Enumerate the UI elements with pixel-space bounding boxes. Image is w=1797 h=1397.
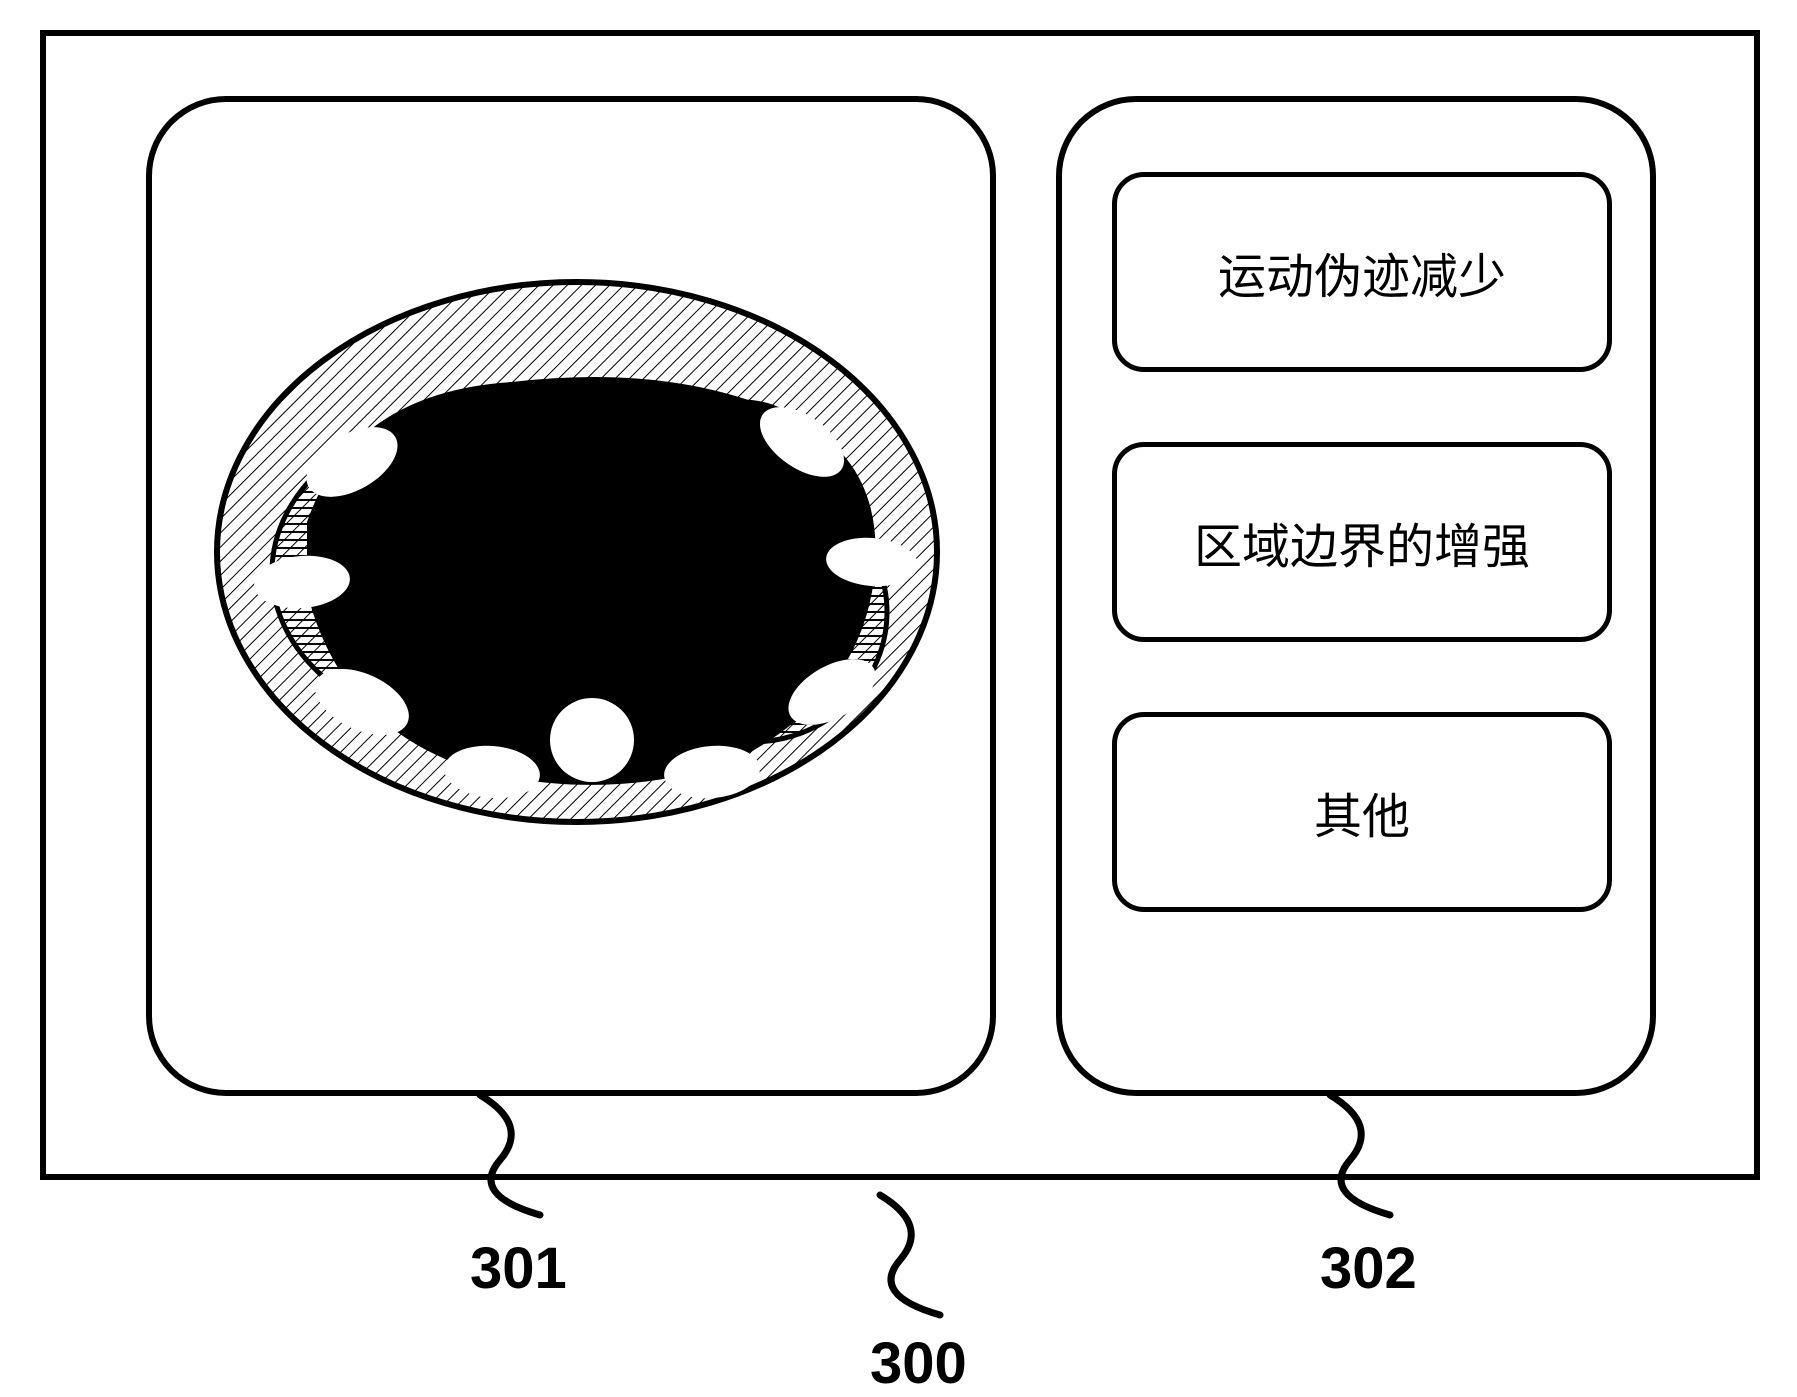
callout-squiggle-302 (1310, 1085, 1430, 1225)
callout-squiggle-301 (460, 1085, 580, 1225)
ref-label-302: 302 (1320, 1235, 1417, 1302)
option-label: 运动伪迹减少 (1218, 237, 1506, 307)
outer-frame: 运动伪迹减少 区域边界的增强 其他 (40, 30, 1760, 1180)
diagram-stage: 运动伪迹减少 区域边界的增强 其他 301 302 300 (0, 0, 1797, 1397)
option-button-motion-artifact[interactable]: 运动伪迹减少 (1112, 172, 1612, 372)
ref-label-301: 301 (470, 1235, 567, 1302)
callout-squiggle-300 (860, 1185, 980, 1325)
option-label: 区域边界的增强 (1194, 507, 1530, 577)
option-button-other[interactable]: 其他 (1112, 712, 1612, 912)
option-label: 其他 (1314, 777, 1410, 847)
image-panel (146, 96, 996, 1096)
ref-label-300: 300 (870, 1330, 967, 1397)
option-button-boundary-enhance[interactable]: 区域边界的增强 (1112, 442, 1612, 642)
options-panel: 运动伪迹减少 区域边界的增强 其他 (1056, 96, 1656, 1096)
ct-slice-graphic (212, 272, 942, 832)
